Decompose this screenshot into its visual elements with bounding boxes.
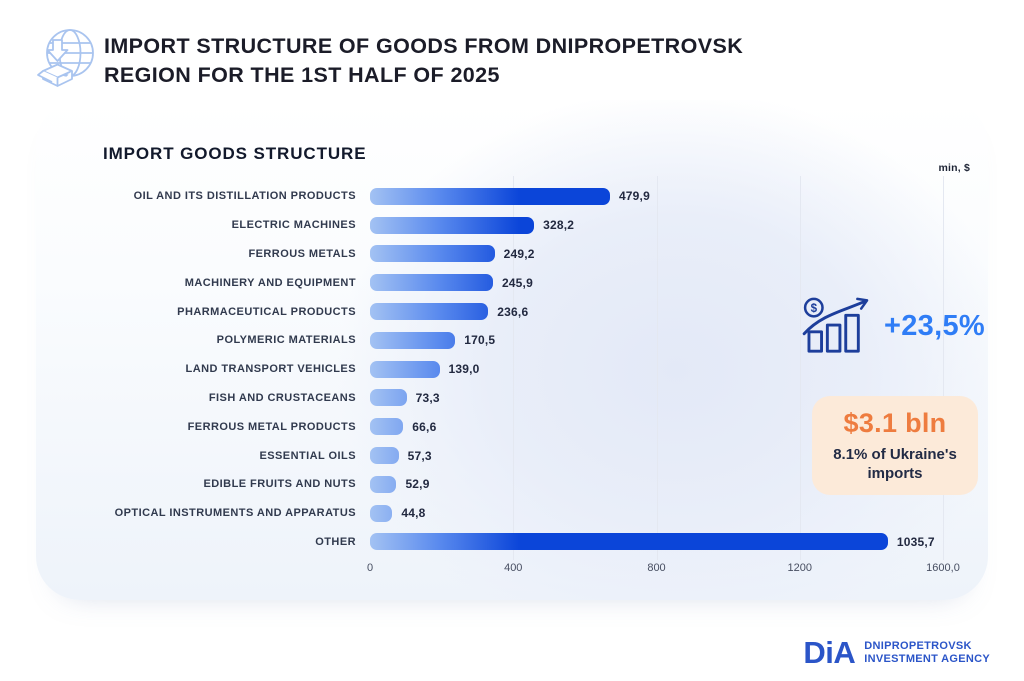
value-label: 479,9: [618, 189, 650, 204]
dia-logo-mark: DiA: [803, 635, 856, 670]
bar: [370, 216, 535, 234]
gridlines: [370, 176, 964, 560]
gridline: [513, 176, 515, 560]
chart-row: OTHER 1035,7: [60, 528, 964, 557]
value-label: 236,6: [497, 304, 529, 319]
bar: [370, 360, 440, 378]
value-label: 328,2: [543, 218, 575, 233]
x-axis-tick: 0: [366, 562, 374, 575]
category-label: OIL AND ITS DISTILLATION PRODUCTS: [133, 190, 356, 203]
value-label: 44,8: [401, 506, 426, 521]
bar: [370, 187, 610, 205]
bar: [370, 274, 493, 292]
x-axis-tick: 800: [647, 562, 666, 575]
category-label: EDIBLE FRUITS AND NUTS: [203, 478, 356, 491]
bar-track: 52,9: [370, 475, 964, 493]
category-label: MACHINERY AND EQUIPMENT: [184, 276, 356, 289]
bar-track: 249,2: [370, 245, 964, 263]
chart-row: POLYMERIC MATERIALS 170,5: [60, 326, 964, 355]
bar: [370, 418, 404, 436]
bar: [370, 447, 399, 465]
bar-track: 66,6: [370, 418, 964, 436]
category-label: PHARMACEUTICAL PRODUCTS: [177, 305, 356, 318]
chart-row: ESSENTIAL OILS 57,3: [60, 441, 964, 470]
bar-track: 139,0: [370, 360, 964, 378]
bar-track: 328,2: [370, 216, 964, 234]
value-label: 139,0: [448, 362, 480, 377]
import-globe-icon: [37, 29, 94, 87]
bar: [370, 303, 489, 321]
value-label: 249,2: [503, 246, 535, 261]
bar: [370, 389, 407, 407]
bar: [370, 245, 495, 263]
chart-row: PHARMACEUTICAL PRODUCTS 236,6: [60, 297, 964, 326]
bar-track: 170,5: [370, 331, 964, 349]
category-label: FISH AND CRUSTACEANS: [208, 391, 356, 404]
bar-track: 236,6: [370, 303, 964, 321]
value-label: 66,6: [412, 419, 437, 434]
value-label: 52,9: [405, 477, 430, 492]
total-imports-card: $3.1 bln 8.1% of Ukraine's imports: [812, 396, 978, 495]
x-axis: 0 400 800 1200 1600,0: [366, 562, 964, 584]
bar-track: 73,3: [370, 389, 964, 407]
value-label: 170,5: [464, 333, 496, 348]
category-label: ESSENTIAL OILS: [259, 449, 356, 462]
chart-panel: IMPORT GOODS STRUCTURE min, $ OIL AND IT…: [36, 100, 988, 600]
dia-org-line2: INVESTMENT AGENCY: [864, 652, 990, 665]
bar-track: 1035,7: [370, 533, 964, 551]
growth-chart-icon: $: [802, 297, 869, 353]
value-label: 57,3: [407, 448, 432, 463]
bar-track: 44,8: [370, 504, 964, 522]
category-label: OPTICAL INSTRUMENTS AND APPARATUS: [114, 507, 356, 520]
page-title-line1: IMPORT STRUCTURE OF GOODS FROM DNIPROPET…: [104, 34, 744, 58]
x-axis-tick: 400: [504, 562, 523, 575]
gridline: [943, 176, 944, 560]
category-label: LAND TRANSPORT VEHICLES: [185, 363, 356, 376]
chart-row: OPTICAL INSTRUMENTS AND APPARATUS 44,8: [60, 499, 964, 528]
category-label: FERROUS METAL PRODUCTS: [187, 420, 356, 433]
chart-row: FERROUS METALS 249,2: [60, 240, 964, 269]
value-label: 1035,7: [896, 534, 935, 549]
gridline: [799, 176, 801, 560]
bar: [370, 504, 393, 522]
value-label: 73,3: [415, 390, 440, 405]
chart-row: FERROUS METAL PRODUCTS 66,6: [60, 412, 964, 441]
category-label: OTHER: [315, 535, 356, 548]
unit-label: min, $: [938, 162, 970, 174]
dia-org-line1: DNIPROPETROVSK: [864, 639, 972, 652]
chart-title: IMPORT GOODS STRUCTURE: [103, 144, 367, 163]
dia-logo: DiA DNIPROPETROVSK INVESTMENT AGENCY: [803, 637, 990, 668]
chart-row: OIL AND ITS DISTILLATION PRODUCTS 479,9: [60, 182, 964, 211]
total-imports-value: $3.1 bln: [843, 408, 947, 438]
bar-track: 57,3: [370, 447, 964, 465]
chart-row: ELECTRIC MACHINES 328,2: [60, 211, 964, 240]
category-label: ELECTRIC MACHINES: [231, 219, 356, 232]
category-label: FERROUS METALS: [248, 247, 356, 260]
bar-chart: OIL AND ITS DISTILLATION PRODUCTS 479,9 EL…: [60, 176, 964, 584]
chart-row: LAND TRANSPORT VEHICLES 139,0: [60, 355, 964, 384]
chart-row: FISH AND CRUSTACEANS 73,3: [60, 384, 964, 413]
value-label: 245,9: [501, 275, 533, 290]
category-label: POLYMERIC MATERIALS: [216, 334, 356, 347]
x-axis-tick: 1200: [787, 562, 812, 575]
bar: [370, 533, 888, 551]
dia-logo-text: DNIPROPETROVSK INVESTMENT AGENCY: [864, 640, 990, 666]
svg-text:$: $: [811, 302, 818, 315]
bar-track: 479,9: [370, 187, 964, 205]
bar-track: 245,9: [370, 274, 964, 292]
gridline: [656, 176, 658, 560]
bar: [370, 331, 456, 349]
chart-row: MACHINERY AND EQUIPMENT 245,9: [60, 268, 964, 297]
growth-stat: $ +23,5%: [802, 296, 985, 356]
total-imports-caption: 8.1% of Ukraine's imports: [833, 446, 957, 482]
bar: [370, 475, 397, 493]
page-title-line2: REGION FOR THE 1ST HALF OF 2025: [104, 63, 500, 87]
chart-row: EDIBLE FRUITS AND NUTS 52,9: [60, 470, 964, 499]
x-axis-tick: 1600,0: [926, 562, 960, 575]
chart-rows: OIL AND ITS DISTILLATION PRODUCTS 479,9 EL…: [60, 182, 964, 556]
page-title: IMPORT STRUCTURE OF GOODS FROM DNIPROPET…: [104, 32, 743, 90]
growth-value: +23,5%: [884, 309, 985, 342]
